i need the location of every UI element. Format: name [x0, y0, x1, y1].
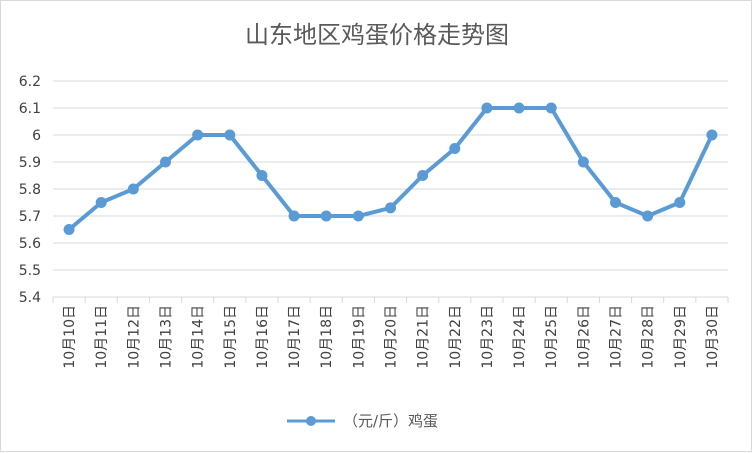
x-tick-label: 10月14日: [191, 305, 207, 369]
data-point: [449, 143, 461, 154]
legend-series-marker: [306, 416, 316, 426]
x-tick-label: 10月20日: [384, 305, 400, 369]
x-tick-label: 10月24日: [512, 305, 528, 369]
x-axis: 10月10日 10月11日 10月12日 10月13日 10月14日 10月15日 10月1…: [52, 297, 729, 369]
data-point: [352, 210, 364, 222]
x-tick-label: 10月15日: [223, 305, 239, 369]
chart-title: 山东地区鸡蛋价格走势图: [245, 21, 509, 49]
x-tick-label: 10月28日: [641, 305, 657, 369]
data-point: [224, 129, 236, 141]
y-tick-label: 6: [32, 128, 41, 144]
x-tick-label: 10月27日: [609, 305, 625, 369]
y-tick-label: 6.1: [19, 101, 41, 117]
x-tick-label: 10月21日: [416, 305, 432, 369]
data-point: [642, 210, 654, 222]
data-point: [610, 197, 621, 208]
gridlines: [53, 80, 728, 298]
data-point: [288, 210, 300, 222]
x-tick-label: 10月29日: [673, 305, 689, 369]
x-tick-label: 10月18日: [319, 305, 335, 369]
data-point: [577, 156, 589, 168]
series-group: [63, 102, 718, 235]
y-axis-ticks: 5.4 5.5 5.6 5.7 5.8 5.9 6 6.1 6.2: [19, 74, 41, 306]
x-tick-label: 10月26日: [576, 305, 592, 369]
x-tick-label: 10月22日: [448, 305, 464, 369]
y-tick-label: 5.9: [19, 155, 41, 171]
data-point: [256, 170, 268, 181]
y-tick-label: 6.2: [19, 74, 41, 90]
y-tick-label: 5.6: [19, 236, 41, 252]
data-point: [192, 129, 204, 141]
x-tick-label: 10月17日: [287, 305, 303, 369]
data-point: [385, 202, 396, 214]
data-point: [513, 102, 525, 114]
data-point: [127, 183, 139, 195]
data-point: [674, 197, 686, 208]
data-point: [417, 170, 429, 181]
data-point: [160, 156, 171, 168]
y-tick-label: 5.8: [19, 182, 41, 198]
y-tick-label: 5.5: [19, 263, 41, 279]
y-tick-label: 5.4: [19, 290, 41, 306]
x-tick-label: 10月16日: [255, 305, 271, 369]
legend: （元/斤）鸡蛋: [287, 412, 438, 430]
data-point: [706, 129, 718, 141]
x-tick-label: 10月12日: [126, 305, 142, 369]
x-tick-label: 10月23日: [480, 305, 496, 369]
y-tick-label: 5.7: [19, 209, 41, 225]
data-point: [95, 197, 107, 208]
x-tick-label: 10月11日: [94, 305, 110, 369]
legend-series-label: （元/斤）鸡蛋: [343, 412, 438, 430]
data-point: [320, 210, 332, 222]
x-tick-label: 10月25日: [544, 305, 560, 369]
data-point: [481, 102, 493, 114]
x-tick-label: 10月19日: [351, 305, 367, 369]
data-point: [63, 224, 75, 235]
data-point: [545, 102, 557, 114]
x-tick-label: 10月10日: [62, 305, 78, 369]
x-tick-label: 10月13日: [159, 305, 175, 369]
x-tick-label: 10月30日: [705, 305, 721, 369]
